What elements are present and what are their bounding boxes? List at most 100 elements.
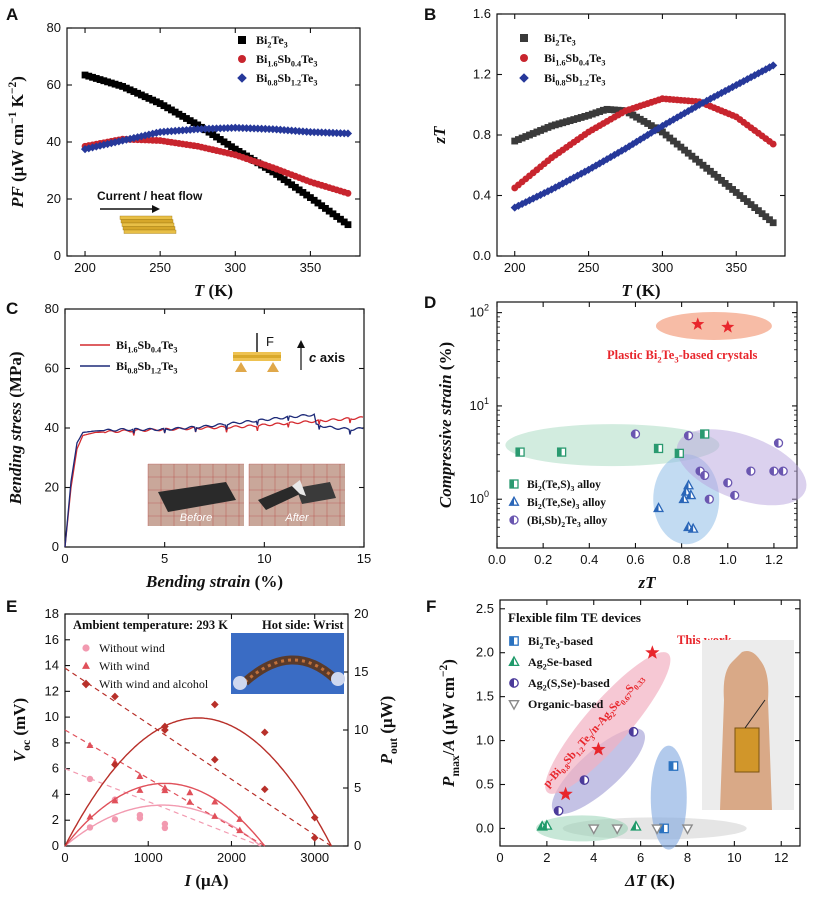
y-tick-label: 1.2 <box>473 67 491 82</box>
x-axis-title-part-1: (%) <box>250 572 283 591</box>
data-point-Bi2Te3 <box>743 198 751 205</box>
legend-label-Ag2(S,Se)-based-part-1: 2 <box>543 683 547 692</box>
data-point-Bi2Te3 <box>599 106 607 114</box>
series-line-Bi0.8Sb1.2Te3 <box>64 413 364 548</box>
x-axis-title-part-1: (K) <box>646 871 675 890</box>
legend-label-Bi0.8Sb1.2Te3-part-3: 1.2 <box>291 78 301 87</box>
y-tick-label: 0 <box>54 248 61 263</box>
data-point-Ag2Se-based <box>541 819 553 830</box>
x-tick-label: 5 <box>161 551 168 566</box>
panel-F-regions <box>536 652 747 850</box>
crystal-layer <box>119 215 173 220</box>
voltage-point-With wind <box>211 812 219 819</box>
region-ag2sse <box>551 728 645 815</box>
data-point-Bi0.8Sb1.2Te3 <box>698 98 708 107</box>
data-point-Bi2(Te,Se)3 alloy-fill <box>654 503 659 512</box>
x-axis-title: T (K) <box>194 281 233 300</box>
legend-label-Bi1.6Sb0.4Te3-part-4: Te <box>161 338 174 352</box>
legend-label-Bi2(Te,Se)3 alloy-part-3: 3 <box>576 502 580 511</box>
data-point-Bi2Te3 <box>548 122 556 130</box>
series-Bi0.8Sb1.2Te3 <box>510 61 778 212</box>
data-point-Bi2Te3 <box>526 131 533 139</box>
legend-label-Bi2(Te,Se)3 alloy-part-4: alloy <box>579 497 606 509</box>
legend-label-Without wind: Without wind <box>99 641 165 655</box>
data-point-Ag2Se-based-fill <box>631 821 636 831</box>
series-With wind <box>64 729 266 847</box>
legend-label-Bi2(Te,Se)3 alloy-part-0: Bi <box>527 497 539 509</box>
data-point-Bi2Te3 <box>769 219 777 227</box>
data-point-Bi0.8Sb1.2Te3 <box>599 157 608 166</box>
data-point-Bi0.8Sb1.2Te3 <box>632 137 641 146</box>
data-point-Bi2Te3 <box>160 102 168 110</box>
crystal-layer <box>123 229 177 234</box>
x-tick-label: 350 <box>725 260 747 275</box>
wrist-device <box>734 727 760 773</box>
series-Bi2(Te,S)3 alloy <box>515 429 710 459</box>
data-point-Bi2Te3 <box>559 119 567 127</box>
series-Without wind <box>64 768 261 847</box>
data-point-Bi2(Te,Se)3 alloy <box>685 489 697 500</box>
voltage-point-With wind <box>236 826 244 834</box>
data-point-(Bi,Sb)2Te3 alloy-fill <box>696 467 701 476</box>
legend-label-Bi0.8Sb1.2Te3-part-5: 3 <box>173 366 177 375</box>
y-tick-label: 101 <box>470 396 489 413</box>
legend-label-(Bi,Sb)2Te3 alloy-part-1: 2 <box>561 520 565 529</box>
series-Ag2Se-based <box>536 819 642 831</box>
legend-label-Bi2Te3-based-part-1: 2 <box>539 641 543 650</box>
data-point-Bi0.8Sb1.2Te3 <box>746 73 756 82</box>
region-bisbte3 <box>676 429 807 506</box>
data-point-Bi2Te3 <box>611 106 618 114</box>
data-point-Bi0.8Sb1.2Te3 <box>680 109 689 118</box>
data-point-Bi2Te3 <box>544 124 552 131</box>
data-point-This work <box>591 741 606 756</box>
data-point-Ag2(S,Se)-based-fill <box>580 775 585 785</box>
data-point-Bi2Te3 <box>269 168 277 176</box>
series-line-Bi1.6Sb0.4Te3 <box>64 416 364 548</box>
y-tick-label: 12 <box>45 683 59 698</box>
data-point-Bi0.8Sb1.2Te3 <box>695 100 704 109</box>
data-point-Bi2Te3 <box>529 130 537 137</box>
power-point-With wind <box>211 798 219 805</box>
data-point-Bi2Te3 <box>149 96 157 104</box>
legend-label-Bi1.6Sb0.4Te3-part-0: Bi <box>256 52 268 66</box>
legend-marker-With wind <box>82 661 90 669</box>
legend-label-Bi0.8Sb1.2Te3-part-2: Sb <box>278 71 292 85</box>
data-point-Bi0.8Sb1.2Te3 <box>643 130 652 140</box>
data-point-(Bi,Sb)2Te3 alloy <box>704 494 714 504</box>
data-point-(Bi,Sb)2Te3 alloy-fill <box>769 467 774 476</box>
data-point-Bi0.8Sb1.2Te3 <box>111 138 120 147</box>
data-point-Bi0.8Sb1.2Te3 <box>625 142 634 151</box>
data-point-Bi2Te3 <box>156 100 164 107</box>
data-point-Bi2Te3 <box>224 140 232 148</box>
data-point-Bi2(Te,Se)3 alloy-fill <box>684 480 689 489</box>
x-axis-title-part-1: (K) <box>204 281 233 300</box>
y-tick-label: 16 <box>45 632 59 647</box>
x-axis-title-part-0: ΔT <box>624 871 647 890</box>
y-tick-label: 6 <box>52 761 59 776</box>
legend-label-Bi1.6Sb0.4Te3-part-1: 1.6 <box>267 59 277 68</box>
y-tick-label: 0.4 <box>473 188 491 203</box>
data-point-Bi2Te3 <box>688 152 696 160</box>
power-fit-Without wind <box>64 804 261 847</box>
data-point-Bi2Te3 <box>168 106 175 114</box>
data-point-Ag2(S,Se)-based-fill <box>554 806 559 816</box>
legend-label-Bi1.6Sb0.4Te3-part-3: 0.4 <box>291 59 301 68</box>
legend-label-Bi0.8Sb1.2Te3-part-3: 1.2 <box>579 78 589 87</box>
data-point-Bi2Te3 <box>670 137 677 145</box>
y2-axis-title-part-2: (μW) <box>377 696 396 738</box>
legend-label-Ag2Se-based-part-2: Se-based <box>547 655 593 669</box>
region-plastic <box>655 311 772 340</box>
data-point-Bi2Te3 <box>766 216 773 224</box>
crystal-layer <box>120 219 174 224</box>
data-point-Ag2Se-based-fill <box>537 821 543 831</box>
data-point-Bi2Te3-based-fill <box>669 761 674 771</box>
data-point-Ag2Se-based-fill <box>542 820 547 830</box>
x-axis-title: Bending strain (%) <box>145 572 283 591</box>
panel-D-series <box>515 317 788 533</box>
data-point-Bi2Te3 <box>614 106 622 114</box>
data-point-Bi2Te3 <box>636 115 644 123</box>
y-axis-title: PF (μW cm−1 K−2) <box>6 76 27 209</box>
legend-label-Bi0.8Sb1.2Te3-part-1: 0.8 <box>555 78 565 87</box>
legend-label-(Bi,Sb)2Te3 alloy-part-3: 3 <box>577 520 581 529</box>
crystal-bent-left <box>258 486 300 510</box>
